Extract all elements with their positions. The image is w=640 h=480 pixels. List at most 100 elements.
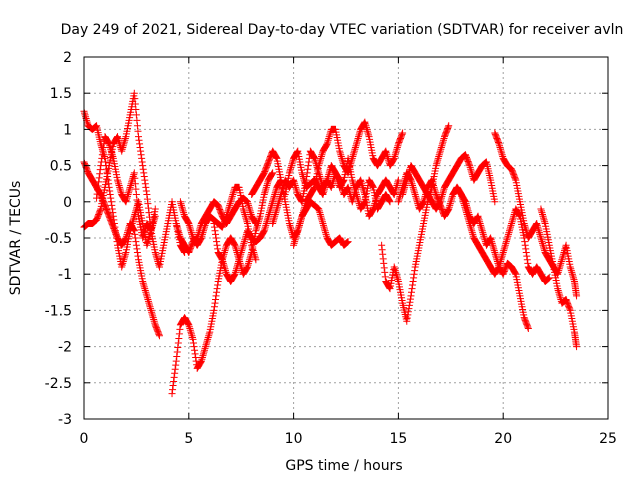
data-point [497,258,505,266]
data-point [118,145,126,153]
data-point [99,147,107,155]
data-point [132,105,140,113]
data-point [129,172,137,180]
data-point [271,210,279,218]
data-point [409,183,417,191]
data-point [275,198,283,206]
data-point [263,180,271,188]
data-point [198,355,206,363]
data-point [311,156,319,164]
data-point [115,180,123,188]
data-point [358,180,366,188]
data-point [404,308,412,316]
data-point [109,212,117,220]
x-tick-label: 5 [184,431,193,447]
data-point [468,169,476,177]
data-point [155,330,163,338]
data-point [411,191,419,199]
data-point [539,241,547,249]
data-point [251,252,259,260]
data-point [390,191,398,199]
data-point [169,382,177,390]
data-point [120,138,128,146]
data-point [350,147,358,155]
data-point [269,220,277,228]
data-point [354,196,362,204]
data-point [393,180,401,188]
data-point [385,283,393,291]
data-point [338,154,346,162]
data-point [150,216,158,224]
data-point [538,238,546,246]
data-point [174,225,182,233]
data-point [97,158,105,166]
data-point [220,261,228,269]
data-point [429,180,437,188]
data-point [291,180,299,188]
data-point [410,185,418,193]
data-point [212,292,220,300]
data-point [394,276,402,284]
data-point [143,292,151,300]
data-point [137,151,145,159]
data-point [545,274,553,282]
data-point [350,182,358,190]
data-point [203,339,211,347]
data-point [393,182,401,190]
data-point [466,221,474,229]
data-point [245,201,253,209]
data-point [460,201,468,209]
data-point [121,136,129,144]
data-point [361,118,369,126]
data-point [297,196,305,204]
data-point [316,174,324,182]
data-point [505,229,513,237]
data-point [147,306,155,314]
data-point [106,191,114,199]
data-point [153,254,161,262]
data-point [248,241,256,249]
series-track-g [176,183,260,264]
data-point [287,225,295,233]
data-point [191,350,199,358]
data-point [190,343,198,351]
data-point [487,236,495,244]
data-point [430,182,438,190]
data-point [286,165,294,173]
data-point [368,207,376,215]
data-point [230,272,238,280]
data-point [447,198,455,206]
data-point [459,196,467,204]
data-point [119,259,127,267]
data-point [410,187,418,195]
data-point [330,167,338,175]
data-point [508,218,516,226]
data-point [461,203,469,211]
data-point [214,281,222,289]
data-point [131,180,139,188]
data-point [111,223,119,231]
data-point [133,245,141,253]
data-point [132,238,140,246]
data-point [188,332,196,340]
data-point [538,209,546,217]
data-point [354,136,362,144]
data-point [127,223,135,231]
y-tick-label: 2 [63,50,72,66]
data-point [173,353,181,361]
data-point [320,187,328,195]
data-point [438,140,446,148]
data-point [240,238,248,246]
data-point [211,227,219,235]
data-point [237,248,245,256]
data-point [200,225,208,233]
data-point [349,178,357,186]
data-point [123,194,131,202]
data-point [317,176,325,184]
data-point [480,234,488,242]
data-point [391,189,399,197]
x-tick-label: 15 [389,431,407,447]
data-point [322,229,330,237]
data-point [217,254,225,262]
data-point [148,223,156,231]
